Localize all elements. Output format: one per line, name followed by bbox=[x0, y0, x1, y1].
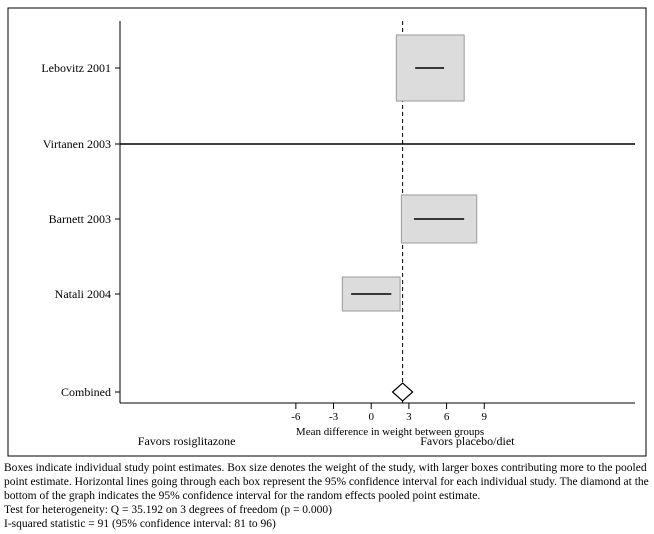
svg-text:Favors rosiglitazone: Favors rosiglitazone bbox=[138, 434, 236, 448]
svg-text:Barnett 2003: Barnett 2003 bbox=[49, 212, 111, 226]
caption-isquared: I-squared statistic = 91 (95% confidence… bbox=[4, 518, 650, 532]
svg-text:Virtanen 2003: Virtanen 2003 bbox=[43, 137, 111, 151]
caption-heterogeneity: Test for heterogeneity: Q = 35.192 on 3 … bbox=[4, 504, 650, 518]
svg-text:0: 0 bbox=[368, 411, 374, 423]
svg-text:3: 3 bbox=[406, 411, 412, 423]
forest-plot: -6-30369Mean difference in weight betwee… bbox=[0, 0, 654, 460]
svg-text:9: 9 bbox=[482, 411, 488, 423]
svg-text:Combined: Combined bbox=[61, 385, 111, 399]
caption-explain: Boxes indicate individual study point es… bbox=[4, 462, 650, 503]
svg-text:6: 6 bbox=[444, 411, 450, 423]
svg-text:Favors placebo/diet: Favors placebo/diet bbox=[420, 434, 515, 448]
svg-text:-6: -6 bbox=[291, 411, 301, 423]
svg-text:-3: -3 bbox=[329, 411, 339, 423]
svg-text:Natali 2004: Natali 2004 bbox=[55, 287, 111, 301]
svg-text:Lebovitz 2001: Lebovitz 2001 bbox=[41, 61, 111, 75]
